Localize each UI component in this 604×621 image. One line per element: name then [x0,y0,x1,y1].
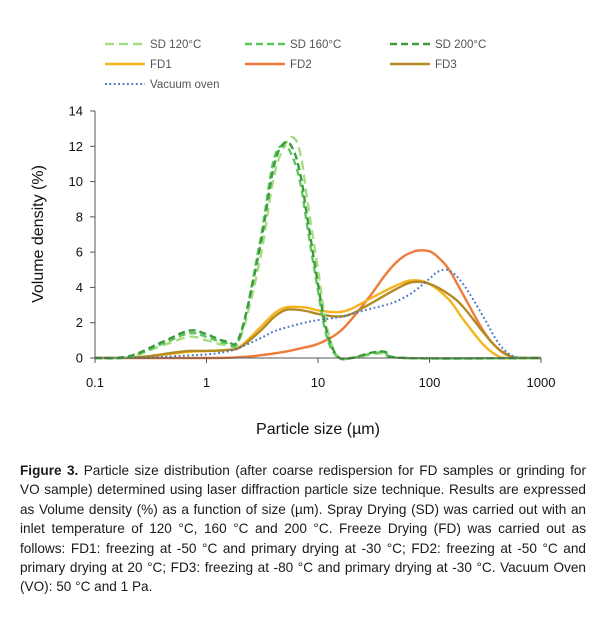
y-tick-label: 12 [69,139,83,154]
y-tick-label: 2 [76,315,83,330]
x-axis-title: Particle size (µm) [256,421,380,438]
x-tick-label: 10 [311,375,325,390]
legend-label: Vacuum oven [150,79,219,91]
legend-label: FD2 [290,59,312,71]
series-line [94,140,542,361]
legend-label: SD 120°C [150,39,201,51]
figure-caption-label: Figure 3. [20,463,79,478]
y-tick-label: 0 [76,351,83,366]
legend-label: FD3 [435,59,457,71]
legend-label: SD 160°C [290,39,341,51]
y-tick-label: 10 [69,174,83,189]
x-tick-label: 1000 [527,375,556,390]
particle-size-chart: SD 120°C SD 160°C SD 200°C FD1 FD2 FD3 Vacuum … [30,39,556,438]
y-tick-label: 6 [76,245,83,260]
chart-legend: SD 120°C SD 160°C SD 200°C FD1 FD2 FD3 Vacuum … [105,39,486,91]
axis-ticks: 0 2 4 6 8 10 12 14 0.1 1 10 100 1000 [69,104,556,391]
x-tick-label: 1 [203,375,210,390]
y-tick-label: 14 [69,104,83,119]
series-line [94,144,542,361]
figure-caption: Figure 3. Particle size distribution (af… [20,461,586,597]
series-line [94,135,542,361]
legend-label: SD 200°C [435,39,486,51]
legend-label: FD1 [150,59,172,71]
x-tick-label: 0.1 [86,375,104,390]
y-tick-label: 8 [76,209,83,224]
y-axis-title: Volume density (%) [30,165,47,303]
x-tick-label: 100 [419,375,441,390]
series-line [94,268,542,360]
series-line [94,280,542,360]
series-layer [94,135,542,361]
y-tick-label: 4 [76,280,83,295]
figure-caption-text: Particle size distribution (after coarse… [20,463,587,595]
